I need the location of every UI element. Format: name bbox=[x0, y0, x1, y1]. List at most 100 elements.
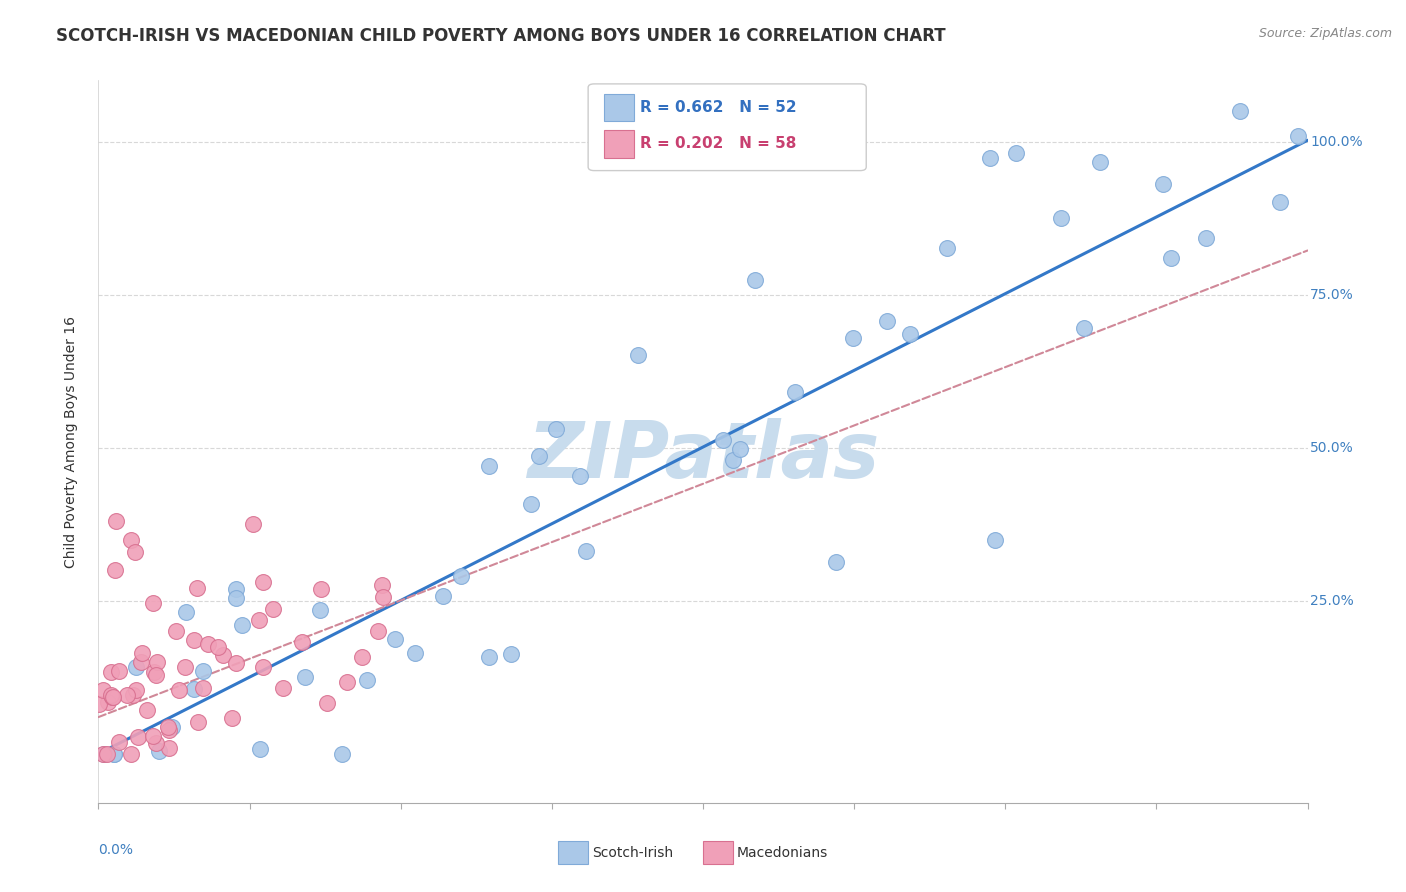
Point bbox=[165, 624, 187, 638]
Point bbox=[183, 633, 205, 648]
Point bbox=[122, 688, 145, 702]
Text: Macedonians: Macedonians bbox=[737, 846, 828, 860]
Text: 25.0%: 25.0% bbox=[1310, 594, 1354, 607]
Point bbox=[404, 646, 426, 660]
Point bbox=[129, 655, 152, 669]
Point bbox=[1152, 177, 1174, 191]
Point bbox=[108, 664, 131, 678]
Point bbox=[242, 517, 264, 532]
Point bbox=[841, 331, 863, 345]
Text: Source: ZipAtlas.com: Source: ZipAtlas.com bbox=[1258, 27, 1392, 40]
Point bbox=[336, 675, 359, 690]
Point bbox=[104, 514, 127, 528]
Point bbox=[309, 582, 332, 597]
Point bbox=[568, 469, 591, 483]
Text: 50.0%: 50.0% bbox=[1310, 441, 1354, 455]
Point bbox=[350, 649, 373, 664]
Point bbox=[432, 589, 454, 603]
Point bbox=[225, 582, 247, 597]
Point bbox=[711, 434, 734, 448]
Point bbox=[193, 681, 215, 695]
Text: SCOTCH-IRISH VS MACEDONIAN CHILD POVERTY AMONG BOYS UNDER 16 CORRELATION CHART: SCOTCH-IRISH VS MACEDONIAN CHILD POVERTY… bbox=[56, 27, 946, 45]
Point bbox=[330, 747, 353, 761]
Point bbox=[575, 543, 598, 558]
Point bbox=[125, 683, 148, 698]
FancyBboxPatch shape bbox=[703, 841, 734, 864]
Point bbox=[367, 624, 389, 638]
Point bbox=[101, 690, 124, 705]
Point bbox=[96, 747, 118, 761]
Point bbox=[371, 577, 394, 591]
Point bbox=[127, 730, 149, 744]
Point bbox=[157, 720, 180, 734]
Point bbox=[142, 729, 165, 743]
Point bbox=[93, 747, 115, 761]
Point bbox=[1270, 194, 1292, 209]
Point bbox=[125, 660, 148, 674]
Point bbox=[157, 741, 180, 756]
Point bbox=[187, 715, 209, 730]
Point bbox=[146, 656, 169, 670]
Point bbox=[384, 632, 406, 646]
Point bbox=[501, 647, 523, 661]
Point bbox=[183, 682, 205, 697]
Point bbox=[197, 637, 219, 651]
Point bbox=[252, 575, 274, 590]
Point bbox=[104, 563, 127, 577]
Point bbox=[247, 613, 270, 627]
Point bbox=[1160, 252, 1182, 266]
Point bbox=[103, 747, 125, 761]
Point bbox=[100, 688, 122, 702]
Point bbox=[231, 617, 253, 632]
Point bbox=[131, 646, 153, 660]
Point bbox=[193, 664, 215, 678]
Point bbox=[169, 682, 191, 697]
Point bbox=[936, 241, 959, 255]
Point bbox=[262, 602, 284, 616]
Point bbox=[157, 723, 180, 737]
Point bbox=[120, 747, 142, 761]
Text: 75.0%: 75.0% bbox=[1310, 287, 1354, 301]
Text: ZIPatlas: ZIPatlas bbox=[527, 418, 879, 494]
Text: Scotch-Irish: Scotch-Irish bbox=[592, 846, 673, 860]
Point bbox=[294, 670, 316, 684]
Point bbox=[174, 606, 197, 620]
Point bbox=[207, 640, 229, 655]
Point bbox=[225, 657, 247, 671]
Point bbox=[136, 703, 159, 717]
Point bbox=[876, 313, 898, 327]
Point bbox=[356, 673, 378, 687]
Point bbox=[252, 659, 274, 673]
Point bbox=[520, 497, 543, 511]
Point bbox=[160, 720, 183, 734]
Text: 100.0%: 100.0% bbox=[1310, 135, 1362, 148]
Point bbox=[186, 581, 208, 595]
Point bbox=[91, 682, 114, 697]
Text: R = 0.662   N = 52: R = 0.662 N = 52 bbox=[640, 100, 797, 115]
Point bbox=[478, 650, 501, 665]
Point bbox=[145, 736, 167, 750]
Point bbox=[728, 442, 751, 456]
Point bbox=[825, 555, 848, 569]
Point bbox=[984, 533, 1007, 547]
Point bbox=[450, 569, 472, 583]
Point bbox=[1229, 103, 1251, 118]
Point bbox=[783, 385, 806, 400]
Point bbox=[1050, 211, 1073, 226]
Point bbox=[1004, 145, 1026, 160]
Point bbox=[373, 590, 395, 604]
Point bbox=[87, 698, 110, 712]
Point bbox=[627, 348, 650, 362]
Y-axis label: Child Poverty Among Boys Under 16: Child Poverty Among Boys Under 16 bbox=[63, 316, 77, 567]
Point bbox=[173, 660, 195, 674]
Point bbox=[309, 602, 332, 616]
Point bbox=[898, 326, 921, 341]
Point bbox=[148, 744, 170, 758]
FancyBboxPatch shape bbox=[603, 130, 634, 158]
Point bbox=[1194, 231, 1216, 245]
Point bbox=[103, 747, 125, 761]
Point bbox=[1088, 154, 1111, 169]
Text: 0.0%: 0.0% bbox=[98, 843, 134, 856]
Point bbox=[115, 688, 138, 702]
Point bbox=[249, 741, 271, 756]
